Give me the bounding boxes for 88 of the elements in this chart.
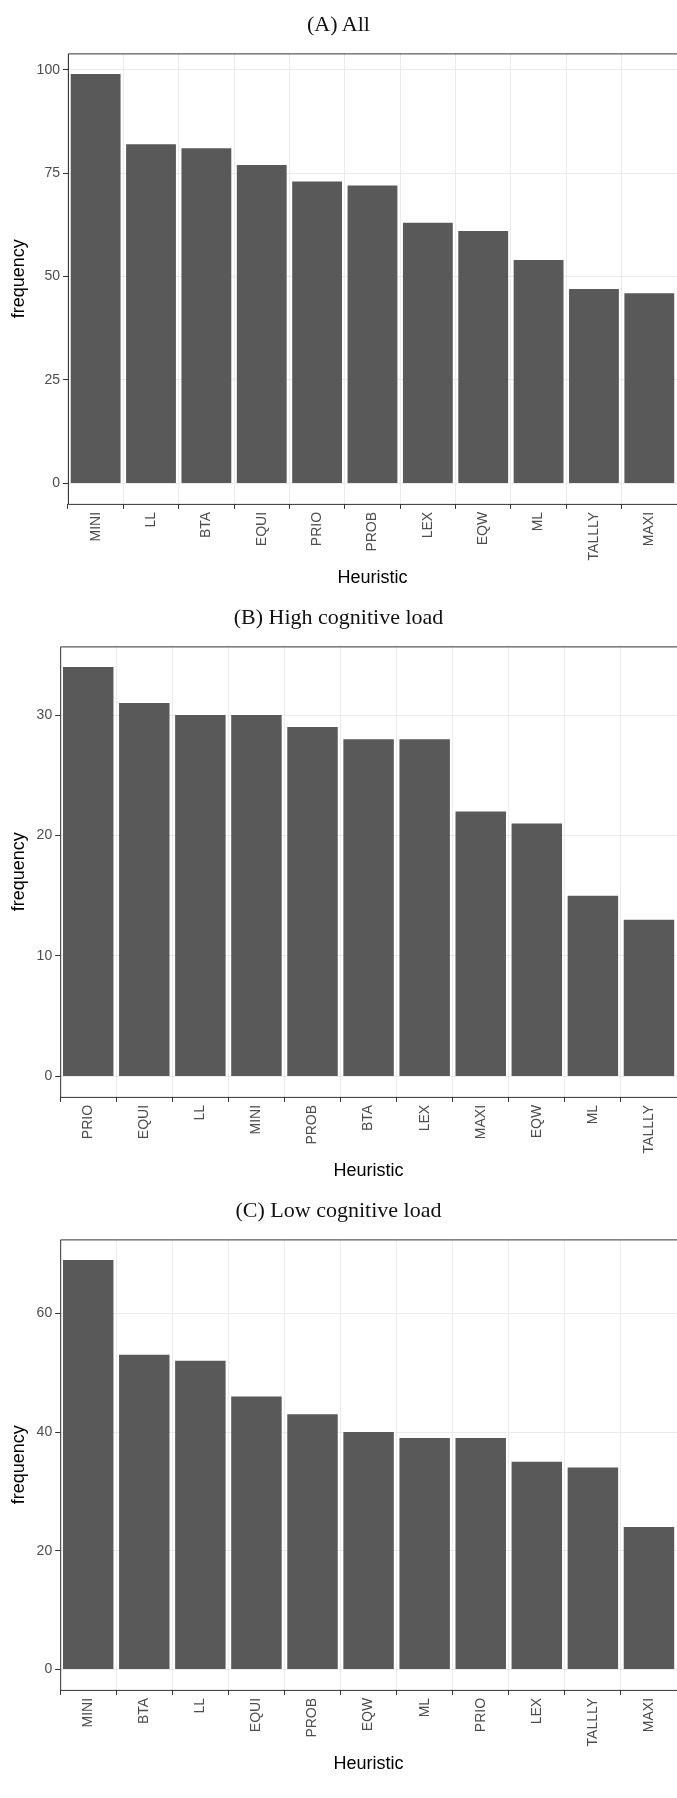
x-tick-label: PROB — [303, 1697, 320, 1738]
x-tick-label: BTA — [197, 511, 214, 539]
bar — [231, 1396, 282, 1669]
y-tick-label: 20 — [36, 826, 53, 843]
bar — [402, 222, 453, 483]
bar — [624, 293, 675, 483]
bar — [175, 1360, 226, 1669]
y-tick-label: 0 — [44, 1660, 53, 1677]
y-axis-title: frequency — [7, 239, 28, 319]
bar — [511, 823, 563, 1076]
chart-title: (B) High cognitive load — [232, 603, 445, 631]
x-tick-label: EQW — [359, 1697, 376, 1732]
bar — [181, 148, 232, 483]
x-tick-label: PRIO — [307, 511, 324, 547]
x-tick-label: MINI — [79, 1697, 96, 1728]
y-tick-label: 10 — [36, 946, 53, 963]
y-tick-label: 0 — [44, 1067, 53, 1084]
x-tick-label: EQUI — [135, 1104, 152, 1140]
x-tick-label: MAXI — [640, 511, 657, 547]
y-tick-label: 25 — [44, 370, 61, 387]
bar — [343, 739, 394, 1076]
bar — [231, 715, 282, 1076]
x-tick-label: LL — [191, 1697, 208, 1714]
x-tick-label: LEX — [418, 511, 435, 539]
bar — [455, 1437, 506, 1669]
bar — [287, 1414, 338, 1669]
x-tick-label: TALLLY — [639, 1104, 656, 1154]
bar — [399, 1437, 450, 1669]
x-tick-label: PROB — [303, 1104, 320, 1145]
bar — [511, 1461, 563, 1669]
x-tick-label: LL — [141, 511, 158, 528]
x-tick-label: BTA — [359, 1104, 376, 1132]
bar — [623, 1526, 675, 1669]
x-tick-label: TALLLY — [584, 511, 601, 561]
x-axis-title: Heuristic — [337, 567, 408, 588]
y-tick-label: 0 — [52, 474, 61, 491]
bar — [455, 811, 506, 1076]
bar — [458, 231, 509, 483]
bar — [126, 144, 176, 483]
x-tick-label: PROB — [363, 511, 380, 552]
x-tick-label: EQUI — [247, 1697, 264, 1733]
x-tick-label: BTA — [135, 1697, 152, 1725]
y-axis-title: frequency — [7, 832, 28, 912]
bar — [399, 739, 450, 1076]
bar — [292, 181, 343, 483]
y-axis-title: frequency — [7, 1425, 28, 1505]
bar — [567, 1467, 619, 1669]
bar — [569, 288, 619, 483]
x-tick-label: LEX — [527, 1697, 544, 1725]
x-tick-label: MINI — [86, 511, 103, 542]
bar — [119, 703, 170, 1076]
chart-title: (A) All — [306, 10, 371, 38]
x-tick-label: MAXI — [471, 1104, 488, 1140]
x-axis-title: Heuristic — [333, 1160, 404, 1181]
x-tick-label: EQW — [527, 1104, 544, 1139]
y-tick-label: 100 — [36, 60, 61, 77]
bar — [567, 895, 619, 1076]
y-tick-label: 75 — [44, 164, 61, 181]
x-tick-label: TALLLY — [583, 1697, 600, 1747]
x-tick-label: PRIO — [471, 1697, 488, 1733]
chart-title: (C) Low cognitive load — [234, 1196, 443, 1224]
bar — [119, 1354, 170, 1669]
bar — [347, 185, 398, 483]
y-tick-label: 40 — [36, 1422, 53, 1439]
x-tick-label: ML — [529, 511, 546, 532]
x-tick-label: LEX — [415, 1104, 432, 1132]
x-tick-label: ML — [415, 1697, 432, 1718]
bar — [175, 715, 226, 1076]
x-tick-label: EQW — [474, 511, 491, 546]
x-tick-label: ML — [583, 1104, 600, 1125]
bar — [513, 260, 564, 483]
bar — [70, 73, 121, 483]
x-axis-title: Heuristic — [333, 1753, 404, 1774]
bar — [287, 727, 338, 1076]
bar — [62, 666, 114, 1076]
y-tick-label: 60 — [36, 1304, 53, 1321]
bar — [623, 919, 675, 1076]
y-tick-label: 50 — [44, 267, 61, 284]
x-tick-label: LL — [191, 1104, 208, 1121]
x-tick-label: EQUI — [252, 511, 269, 547]
y-tick-label: 20 — [36, 1541, 53, 1558]
bar — [236, 164, 287, 483]
x-tick-label: MINI — [247, 1104, 264, 1135]
y-tick-label: 30 — [36, 705, 53, 722]
x-tick-label: MAXI — [639, 1697, 656, 1733]
bar — [343, 1432, 394, 1669]
x-tick-label: PRIO — [79, 1104, 96, 1140]
bar — [62, 1259, 114, 1669]
